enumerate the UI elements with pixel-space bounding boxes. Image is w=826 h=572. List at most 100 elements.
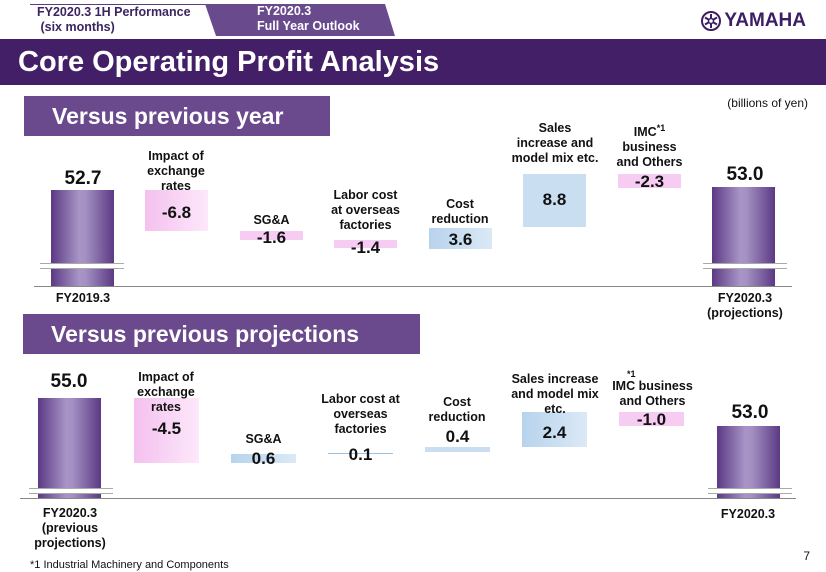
end-value-label: 53.0 bbox=[731, 402, 769, 423]
step-label-imc-others: *1 IMC business and Others bbox=[605, 370, 700, 409]
bar-step-sales-increase bbox=[523, 174, 586, 227]
label-line: reduction bbox=[428, 410, 486, 424]
bar-step-sga bbox=[231, 454, 296, 463]
bar-step-sga bbox=[240, 231, 303, 240]
label-line: etc. bbox=[544, 402, 566, 416]
tab-1h-performance-line2: (six months) bbox=[37, 20, 115, 34]
step-value-exchange-rates: -4.5 bbox=[151, 419, 182, 438]
label-line: Cost bbox=[446, 197, 474, 211]
title-bar bbox=[0, 39, 826, 85]
label-line: FY2020.3 bbox=[717, 291, 773, 305]
step-label-cost-reduction: Cost reduction bbox=[420, 197, 500, 227]
step-label-sga: SG&A bbox=[245, 432, 282, 446]
step-label-sales-increase: Sales increase and model mix etc. bbox=[504, 121, 606, 166]
label-line: Labor cost at bbox=[321, 392, 400, 406]
label-line: Sales increase bbox=[511, 372, 599, 386]
label-line: exchange bbox=[137, 385, 195, 399]
step-label-labor-cost: Labor cost at overseas factories bbox=[322, 188, 409, 233]
label-line: model mix etc. bbox=[511, 151, 599, 165]
step-value-imc-others: -2.3 bbox=[634, 172, 665, 191]
bar-start-fy2019 bbox=[51, 190, 114, 286]
step-value-cost-reduction: 3.6 bbox=[448, 230, 473, 249]
step-label-exchange-rates: Impact of exchange rates bbox=[118, 370, 214, 415]
step-value-labor-cost: -1.4 bbox=[350, 238, 381, 257]
category-label-end: FY2020.3 (projections) bbox=[695, 291, 795, 321]
label-line: factories bbox=[339, 218, 392, 232]
label-line: Labor cost bbox=[333, 188, 398, 202]
axis-break-marker bbox=[708, 488, 792, 494]
end-value-label: 53.0 bbox=[726, 164, 764, 185]
tab-1h-performance-line1: FY2020.3 1H Performance bbox=[37, 5, 191, 19]
label-line: exchange bbox=[147, 164, 205, 178]
step-label-imc-others: IMC*1 business and Others bbox=[608, 121, 691, 170]
unit-label: (billions of yen) bbox=[727, 96, 808, 110]
label-text: IMC bbox=[633, 125, 657, 140]
axis-break-marker bbox=[703, 263, 787, 269]
label-line: Impact of bbox=[138, 370, 194, 384]
bar-step-sales-increase bbox=[522, 412, 587, 447]
bar-step-imc-others bbox=[619, 412, 684, 426]
bar-step-cost-reduction bbox=[429, 228, 492, 249]
logo-text: YAMAHA bbox=[724, 10, 806, 31]
footnote-marker: *1 bbox=[656, 123, 666, 133]
label-line: Impact of bbox=[148, 149, 204, 163]
start-value-label: 55.0 bbox=[50, 371, 88, 392]
section-title-vs-previous-projections: Versus previous projections bbox=[23, 314, 420, 354]
bar-start-previous-projections bbox=[38, 398, 101, 498]
label-line: IMC business bbox=[612, 379, 693, 393]
label-line: and model mix bbox=[511, 387, 599, 401]
step-label-exchange-rates: Impact of exchange rates bbox=[128, 149, 224, 194]
page-title: Core Operating Profit Analysis bbox=[18, 46, 440, 78]
bar-step-cost-reduction bbox=[425, 447, 490, 452]
label-line: reduction bbox=[431, 212, 489, 226]
step-value-sga: -1.6 bbox=[256, 228, 287, 247]
label-line: Sales bbox=[538, 121, 572, 135]
page-number: 7 bbox=[803, 549, 810, 563]
category-label-start: FY2020.3 (previous projections) bbox=[20, 506, 120, 551]
bar-step-exchange-rates bbox=[134, 398, 199, 463]
tuning-fork-emblem-icon bbox=[701, 11, 722, 31]
label-line: increase and bbox=[516, 136, 594, 150]
baseline-axis bbox=[20, 498, 796, 499]
category-label-start: FY2019.3 bbox=[55, 291, 111, 305]
yamaha-logo: YAMAHA bbox=[701, 10, 806, 32]
section-title-vs-previous-year: Versus previous year bbox=[24, 96, 330, 136]
step-value-labor-cost: 0.1 bbox=[348, 445, 373, 464]
label-line: overseas bbox=[333, 407, 388, 421]
footnote: *1 Industrial Machinery and Components bbox=[30, 559, 229, 571]
label-line: business bbox=[622, 140, 677, 155]
label-line: FY2020.3 bbox=[42, 506, 98, 520]
bar-step-exchange-rates bbox=[145, 190, 208, 231]
tab-full-year-outlook-line2: Full Year Outlook bbox=[257, 19, 360, 33]
label-line: rates bbox=[161, 179, 191, 193]
axis-break-marker bbox=[29, 488, 113, 494]
bar-end-fy2020 bbox=[717, 426, 780, 498]
tab-full-year-outlook[interactable]: FY2020.3 Full Year Outlook bbox=[205, 4, 395, 36]
label-line: (previous bbox=[41, 521, 99, 535]
axis-break-marker bbox=[40, 263, 124, 269]
tab-full-year-outlook-line1: FY2020.3 bbox=[257, 4, 312, 18]
step-value-sales-increase: 8.8 bbox=[542, 190, 567, 209]
label-line: at overseas bbox=[331, 203, 400, 217]
tab-1h-performance[interactable]: FY2020.3 1H Performance (six months) bbox=[30, 4, 210, 36]
step-value-sales-increase: 2.4 bbox=[542, 423, 567, 442]
label-line: IMC*1 bbox=[608, 121, 691, 140]
bar-step-labor-cost bbox=[328, 453, 393, 454]
step-label-sales-increase: Sales increase and model mix etc. bbox=[506, 372, 604, 417]
step-label-cost-reduction: Cost reduction bbox=[417, 395, 497, 425]
footnote-marker: *1 bbox=[627, 369, 636, 379]
bar-step-imc-others bbox=[618, 174, 681, 188]
label-line: factories bbox=[334, 422, 387, 436]
label-line: projections) bbox=[34, 536, 106, 550]
baseline-axis bbox=[34, 286, 792, 287]
bar-step-labor-cost bbox=[334, 240, 397, 248]
step-label-labor-cost: Labor cost at overseas factories bbox=[314, 392, 407, 437]
label-line: (projections) bbox=[707, 306, 783, 320]
label-line: and Others bbox=[619, 394, 686, 408]
step-value-exchange-rates: -6.8 bbox=[161, 203, 192, 222]
label-line: rates bbox=[151, 400, 181, 414]
start-value-label: 52.7 bbox=[64, 168, 102, 189]
bar-end-fy2020-projections bbox=[712, 187, 775, 286]
label-line: Cost bbox=[443, 395, 471, 409]
step-value-imc-others: -1.0 bbox=[636, 410, 667, 429]
